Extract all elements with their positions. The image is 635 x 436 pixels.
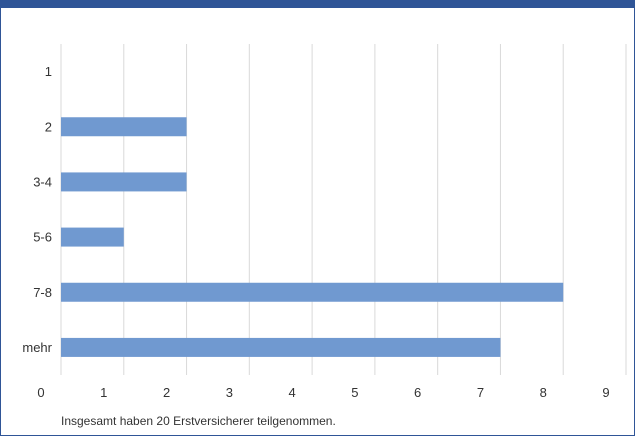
x-tick-label: 1 — [100, 385, 107, 400]
footnote: Insgesamt haben 20 Erstversicherer teilg… — [61, 414, 336, 428]
x-tick-labels: 0 1 2 3 4 5 6 7 8 9 — [37, 385, 609, 400]
x-tick-label: 7 — [477, 385, 484, 400]
category-label: 1 — [45, 64, 52, 79]
x-tick-label: 8 — [540, 385, 547, 400]
grid-lines — [60, 44, 627, 375]
category-label: 5-6 — [33, 230, 52, 245]
category-label: 3-4 — [33, 174, 52, 189]
category-label: 2 — [45, 119, 52, 134]
bars — [61, 117, 564, 357]
header-bar — [0, 0, 635, 8]
bar — [61, 117, 187, 137]
x-tick-label: 4 — [288, 385, 295, 400]
bar — [61, 227, 124, 247]
x-tick-label: 0 — [37, 385, 44, 400]
x-tick-label: 9 — [602, 385, 609, 400]
bar — [61, 337, 501, 357]
category-labels: 1 2 3-4 5-6 7-8 mehr — [22, 64, 52, 355]
bar — [61, 172, 187, 192]
category-label: mehr — [22, 340, 52, 355]
x-tick-label: 6 — [414, 385, 421, 400]
bar — [61, 282, 564, 302]
x-tick-label: 2 — [163, 385, 170, 400]
category-label: 7-8 — [33, 285, 52, 300]
x-tick-label: 5 — [351, 385, 358, 400]
x-tick-label: 3 — [226, 385, 233, 400]
